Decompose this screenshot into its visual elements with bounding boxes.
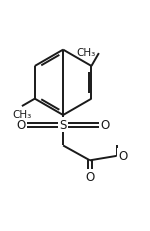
Text: S: S [59,119,67,132]
Text: O: O [101,119,110,132]
Text: CH₃: CH₃ [12,109,32,119]
Text: O: O [16,119,25,132]
Text: O: O [85,170,94,183]
Text: O: O [118,150,127,163]
Text: CH₃: CH₃ [77,47,96,57]
